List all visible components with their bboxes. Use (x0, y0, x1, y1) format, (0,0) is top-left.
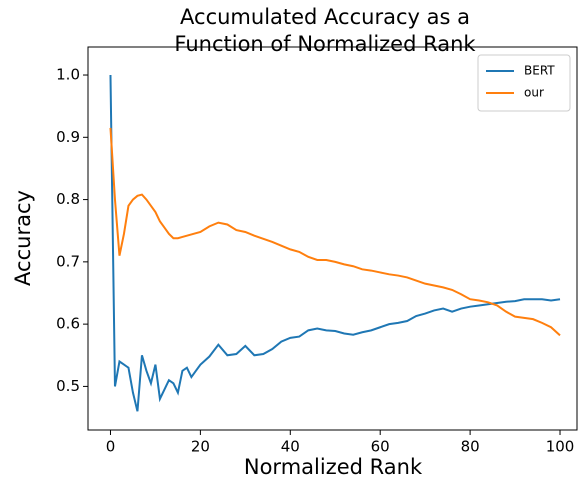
x-tick-label: 80 (461, 438, 480, 456)
y-tick-label: 0.6 (56, 315, 80, 333)
x-tick-label: 100 (546, 438, 575, 456)
y-tick-label: 0.8 (56, 190, 80, 208)
x-tick-label: 20 (191, 438, 210, 456)
y-tick-label: 0.9 (56, 128, 80, 146)
y-axis-label: Accuracy (11, 190, 35, 286)
chart-title: Accumulated Accuracy as a (180, 5, 470, 29)
x-axis-label: Normalized Rank (244, 455, 423, 479)
plot-frame (87, 46, 578, 431)
y-tick-label: 0.5 (56, 377, 80, 395)
data-line (109, 127, 561, 337)
legend-box (477, 54, 571, 112)
y-tick-label: 1.0 (56, 66, 80, 84)
y-tick-label: 0.7 (56, 252, 80, 270)
chart-title: Function of Normalized Rank (174, 32, 476, 56)
x-tick-label: 0 (106, 438, 116, 456)
legend-label: our (524, 86, 544, 100)
x-tick-label: 60 (371, 438, 390, 456)
legend-label: BERT (524, 64, 555, 78)
x-tick-label: 40 (281, 438, 300, 456)
data-line (109, 75, 561, 412)
